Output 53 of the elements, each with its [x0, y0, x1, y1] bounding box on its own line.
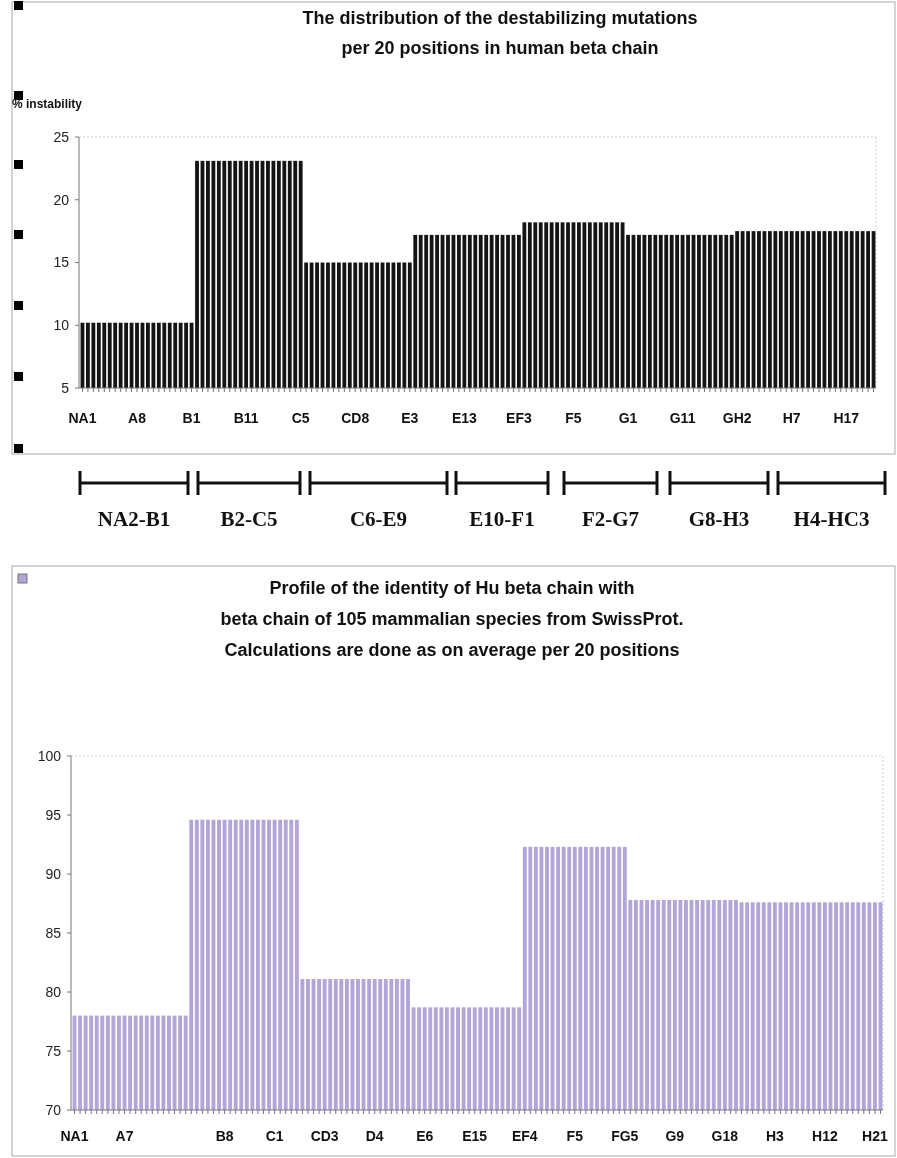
x-tick-label: GH2 — [722, 410, 752, 426]
y-tick-label: 85 — [45, 924, 62, 941]
x-tick-label: D4 — [365, 1128, 384, 1144]
x-tick-label: B11 — [233, 410, 259, 426]
x-tick-label: A8 — [128, 410, 147, 426]
x-tick-label: H21 — [862, 1128, 888, 1144]
text: B2-C5 — [220, 507, 278, 531]
x-tick-label: H3 — [765, 1128, 785, 1144]
x-tick-label: H12 — [812, 1128, 838, 1144]
x-tick-label: CD8 — [341, 410, 370, 426]
text: F2-G7 — [581, 507, 640, 531]
x-tick-label: E6 — [416, 1128, 434, 1144]
x-tick-label: E13 — [451, 410, 478, 426]
text: G8-H3 — [688, 507, 750, 531]
y-tick-label: 95 — [45, 806, 62, 823]
x-tick-label: B8 — [215, 1128, 234, 1144]
x-tick-label: CD3 — [310, 1128, 339, 1144]
y-tick-label: 10 — [53, 317, 70, 334]
x-tick-label: H7 — [782, 410, 801, 426]
x-tick-label: G1 — [618, 410, 638, 426]
text: C6-E9 — [349, 507, 408, 531]
x-tick-label: G11 — [669, 410, 696, 426]
x-tick-label: B1 — [182, 410, 201, 426]
y-tick-label: 70 — [45, 1101, 62, 1118]
x-tick-label: C1 — [265, 1128, 284, 1144]
x-tick-label: C5 — [291, 410, 310, 426]
x-tick-label: E3 — [401, 410, 419, 426]
text: E10-F1 — [469, 507, 535, 531]
y-tick-label: 90 — [45, 865, 62, 882]
x-tick-label: NA1 — [68, 410, 97, 426]
y-tick-label: 100 — [37, 747, 62, 764]
y-axis-title: % instability — [12, 97, 83, 111]
y-tick-label: 80 — [45, 983, 62, 1000]
x-tick-label: A7 — [115, 1128, 134, 1144]
y-tick-label: 75 — [45, 1042, 62, 1059]
y-tick-label: 20 — [53, 191, 70, 208]
x-tick-label: G9 — [665, 1128, 685, 1144]
chart-title: The distribution of the destabilizing mutations per 20 positions in human beta chain — [302, 8, 698, 58]
x-tick-label: FG5 — [611, 1128, 639, 1144]
x-tick-label: EF4 — [511, 1128, 538, 1144]
x-tick-label: E15 — [462, 1128, 488, 1144]
text: NA2-B1 — [97, 507, 171, 531]
text: H4-HC3 — [793, 507, 870, 531]
x-tick-label: G18 — [711, 1128, 739, 1144]
x-tick-label: H17 — [833, 410, 860, 426]
y-tick-label: 25 — [53, 128, 70, 145]
x-tick-label: NA1 — [60, 1128, 89, 1144]
chart-title: Profile of the identity of Hu beta chain with beta chain of 105 mammalian species from SwissProt. Calculations are done as on average per 20 positions — [220, 578, 684, 660]
y-tick-label: 15 — [53, 254, 70, 271]
x-tick-label: F5 — [565, 410, 582, 426]
x-tick-label: F5 — [566, 1128, 584, 1144]
y-tick-label: 5 — [61, 379, 70, 396]
x-tick-label: EF3 — [506, 410, 532, 426]
